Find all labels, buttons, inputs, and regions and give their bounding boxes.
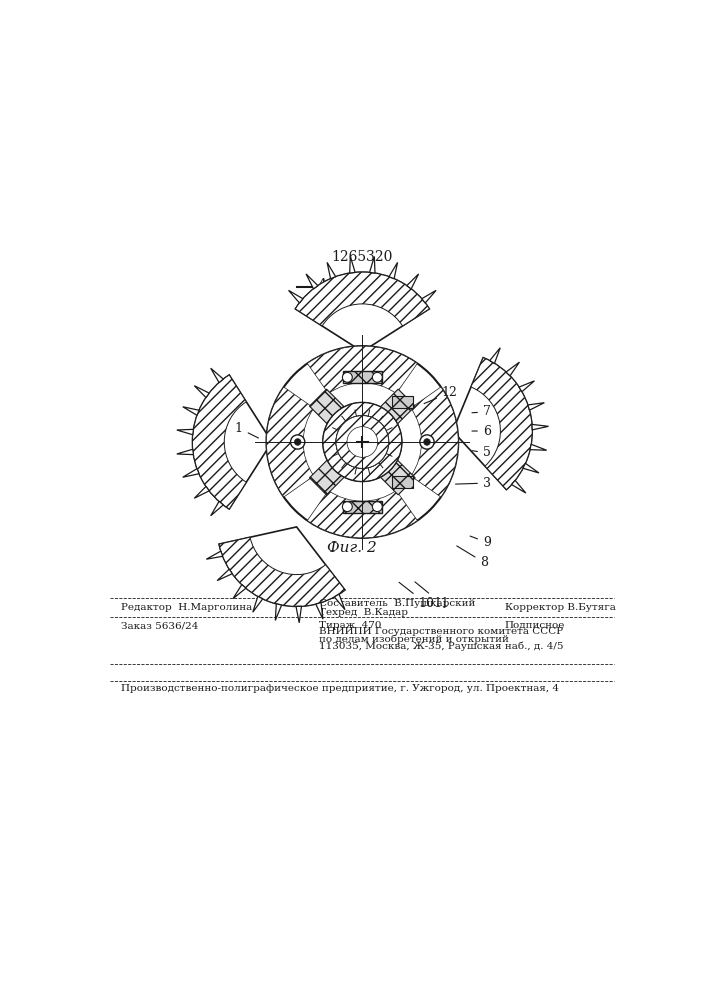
- Polygon shape: [422, 290, 436, 303]
- Wedge shape: [192, 375, 272, 509]
- Wedge shape: [219, 537, 345, 606]
- Polygon shape: [519, 381, 534, 392]
- Text: Подписное: Подписное: [505, 621, 565, 630]
- Wedge shape: [323, 403, 402, 481]
- Circle shape: [267, 346, 458, 538]
- Polygon shape: [211, 368, 223, 383]
- Wedge shape: [471, 358, 532, 490]
- Polygon shape: [506, 362, 520, 376]
- Circle shape: [373, 502, 382, 512]
- Text: Техред  В.Кадар: Техред В.Кадар: [319, 608, 407, 617]
- Circle shape: [347, 427, 378, 457]
- Circle shape: [373, 372, 382, 382]
- Polygon shape: [194, 386, 209, 398]
- Polygon shape: [194, 486, 209, 498]
- Text: 10: 10: [399, 582, 434, 610]
- Polygon shape: [316, 603, 323, 619]
- Polygon shape: [177, 429, 194, 435]
- Text: 3: 3: [455, 477, 491, 490]
- Polygon shape: [389, 262, 397, 279]
- Polygon shape: [288, 290, 303, 303]
- Polygon shape: [350, 256, 355, 273]
- Wedge shape: [219, 527, 345, 606]
- Text: Редактор  Н.Марголина: Редактор Н.Марголина: [122, 603, 252, 612]
- Bar: [343, 371, 382, 383]
- Text: ВНИИПИ Государственного комитета СССР: ВНИИПИ Государственного комитета СССР: [319, 627, 563, 636]
- Circle shape: [423, 439, 431, 445]
- Bar: [392, 396, 413, 408]
- Circle shape: [342, 372, 352, 382]
- Polygon shape: [296, 606, 301, 623]
- Polygon shape: [365, 444, 415, 495]
- Text: 8: 8: [457, 546, 488, 569]
- Text: 12: 12: [424, 386, 457, 404]
- Polygon shape: [182, 469, 199, 477]
- Polygon shape: [306, 274, 318, 289]
- Text: Тираж  470: Тираж 470: [319, 621, 381, 630]
- Wedge shape: [296, 272, 429, 352]
- Polygon shape: [365, 389, 415, 440]
- Text: Корректор В.Бутяга: Корректор В.Бутяга: [505, 603, 616, 612]
- Text: Составитель  В.Пушкарский: Составитель В.Пушкарский: [319, 599, 475, 608]
- Wedge shape: [452, 358, 532, 490]
- Text: Производственно-полиграфическое предприятие, г. Ужгород, ул. Проектная, 4: Производственно-полиграфическое предприя…: [122, 684, 559, 693]
- Wedge shape: [308, 490, 417, 538]
- Polygon shape: [253, 596, 263, 612]
- Polygon shape: [182, 407, 199, 415]
- Wedge shape: [411, 387, 458, 497]
- Polygon shape: [206, 551, 223, 559]
- Polygon shape: [177, 449, 194, 455]
- Text: Фиг. 2: Фиг. 2: [327, 541, 376, 555]
- Wedge shape: [336, 416, 389, 468]
- Wedge shape: [308, 346, 417, 394]
- Polygon shape: [528, 403, 544, 410]
- Text: 7: 7: [472, 405, 491, 418]
- Text: 113035, Москва, Ж-35, Раушская наб., д. 4/5: 113035, Москва, Ж-35, Раушская наб., д. …: [319, 641, 563, 651]
- Text: 1: 1: [235, 422, 259, 438]
- Wedge shape: [267, 387, 314, 497]
- Text: A - A: A - A: [317, 278, 354, 292]
- Polygon shape: [310, 389, 360, 440]
- Polygon shape: [233, 585, 246, 599]
- Circle shape: [323, 403, 402, 481]
- Polygon shape: [211, 501, 223, 516]
- Text: 11: 11: [415, 582, 450, 610]
- Polygon shape: [530, 444, 547, 450]
- Polygon shape: [407, 274, 419, 289]
- Polygon shape: [490, 348, 501, 363]
- Bar: [343, 501, 382, 513]
- Polygon shape: [217, 569, 233, 581]
- Text: по делам изобретений и открытий: по делам изобретений и открытий: [319, 634, 508, 644]
- Circle shape: [420, 435, 434, 449]
- Bar: [392, 476, 413, 488]
- Circle shape: [294, 439, 301, 445]
- Circle shape: [291, 435, 305, 449]
- Polygon shape: [532, 424, 549, 430]
- Text: 5: 5: [472, 446, 491, 459]
- Circle shape: [336, 416, 389, 468]
- Polygon shape: [334, 594, 345, 610]
- Polygon shape: [327, 262, 336, 279]
- Text: 6: 6: [472, 425, 491, 438]
- Text: Заказ 5636/24: Заказ 5636/24: [122, 621, 199, 630]
- Polygon shape: [370, 256, 375, 273]
- Wedge shape: [192, 375, 246, 509]
- Polygon shape: [512, 480, 526, 493]
- Text: 1265320: 1265320: [332, 250, 393, 264]
- Polygon shape: [275, 604, 281, 620]
- Text: 9: 9: [470, 536, 491, 549]
- Polygon shape: [310, 444, 360, 495]
- Polygon shape: [523, 463, 539, 473]
- Wedge shape: [296, 272, 429, 326]
- Circle shape: [342, 502, 352, 512]
